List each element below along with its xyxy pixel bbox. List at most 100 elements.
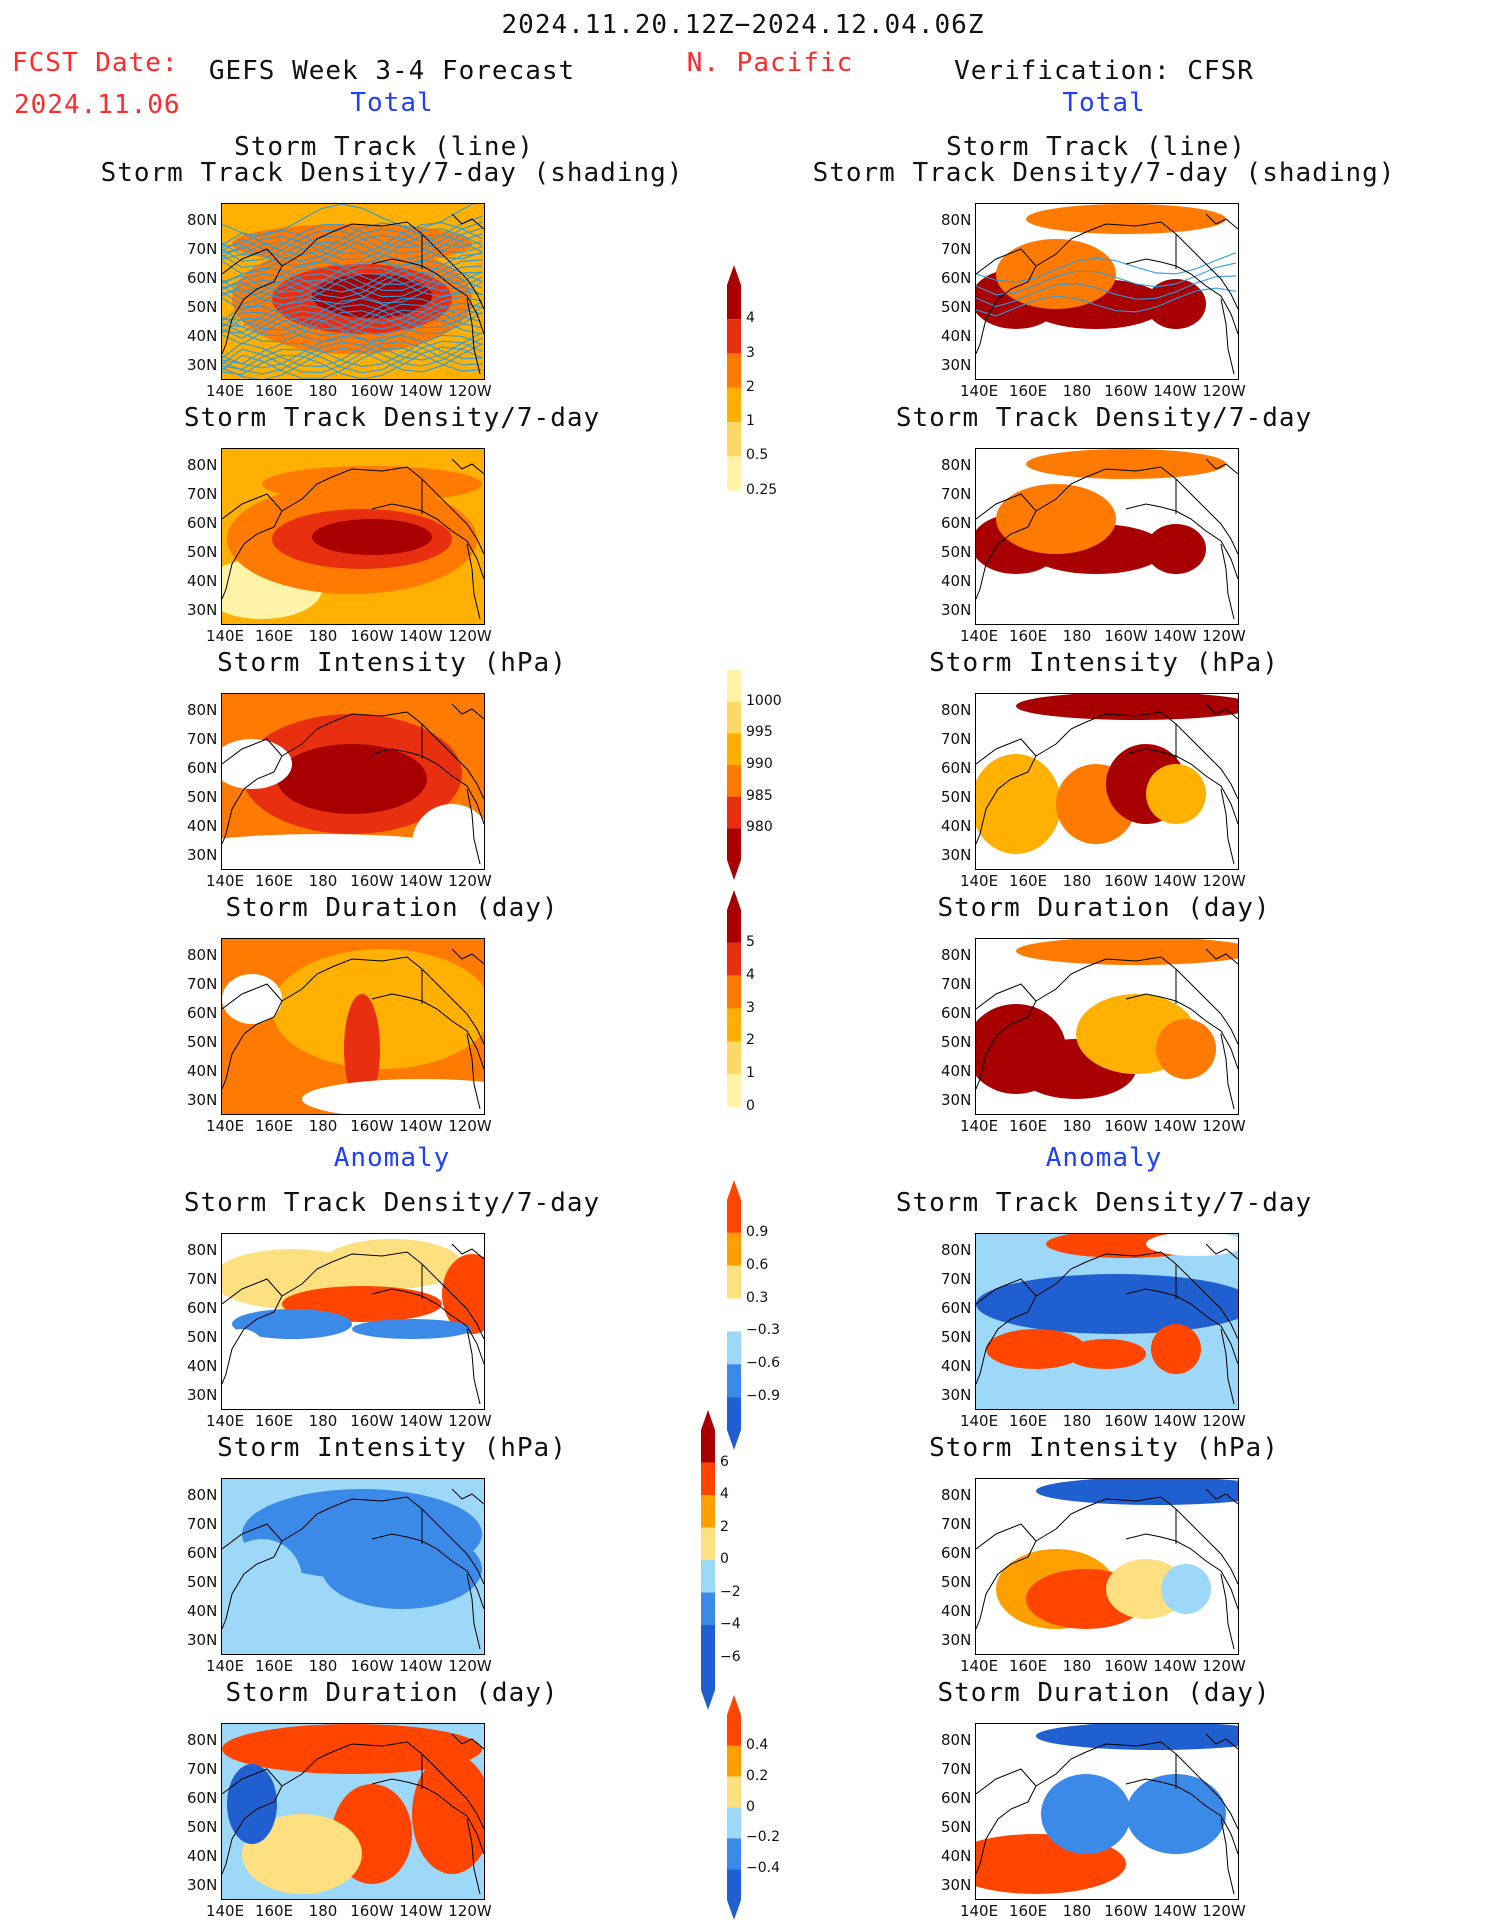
colorbar-swatch (727, 1807, 741, 1839)
lat-label: 60N (187, 269, 218, 287)
lon-label: 140W (399, 1412, 443, 1430)
lat-label: 80N (187, 701, 218, 719)
title-l1a: Storm Track (line) (234, 132, 534, 162)
lon-label: 140W (399, 1657, 443, 1675)
lon-label: 160W (350, 872, 394, 890)
lon-label: 140E (959, 1902, 999, 1920)
lon-label: 120W (448, 1902, 492, 1920)
colorbar-swatch (727, 1074, 741, 1108)
colorbar-intensity-anom (700, 1410, 716, 1716)
lon-label: 160E (1008, 1902, 1048, 1920)
lat-label: 40N (941, 1847, 972, 1865)
lat-label: 30N (941, 1091, 972, 1109)
map-panel-r1 (975, 203, 1239, 380)
lon-label: 120W (1202, 1657, 1246, 1675)
shading-region (1146, 1234, 1238, 1256)
map-panel-r5 (975, 1233, 1239, 1410)
lon-label: 180 (1062, 382, 1092, 400)
lat-label: 30N (941, 846, 972, 864)
lat-label: 40N (941, 327, 972, 345)
lon-label: 160E (1008, 872, 1048, 890)
lat-label: 80N (941, 1241, 972, 1259)
colorbar-label: 0 (746, 1098, 755, 1115)
map-panel-l3 (221, 693, 485, 870)
lon-label: 180 (1062, 1117, 1092, 1135)
lon-label: 160E (1008, 382, 1048, 400)
map-field-r4 (976, 939, 1238, 1114)
shading-region (1161, 1564, 1211, 1614)
shading-region (1146, 764, 1206, 824)
colorbar-swatch (727, 796, 741, 829)
colorbar-swatch (727, 1200, 741, 1233)
anomaly-right-label: Anomaly (1045, 1143, 1163, 1173)
lat-label: 50N (941, 1328, 972, 1346)
lat-label: 50N (187, 1573, 218, 1591)
verification-title: Verification: CFSR (954, 56, 1254, 86)
lon-label: 140E (205, 1902, 245, 1920)
lon-label: 140W (399, 627, 443, 645)
map-panel-l5 (221, 1233, 485, 1410)
lat-label: 70N (187, 240, 218, 258)
colorbar-label: 3 (746, 344, 755, 361)
colorbar-label: 980 (746, 819, 773, 836)
colorbar-label: −0.4 (746, 1860, 780, 1877)
lon-label: 160W (1104, 872, 1148, 890)
colorbar-label: 2 (720, 1518, 729, 1535)
colorbar-swatch (727, 387, 741, 423)
map-field-l1 (222, 204, 484, 379)
lon-label: 180 (1062, 627, 1092, 645)
lat-label: 50N (187, 1818, 218, 1836)
lat-label: 70N (187, 975, 218, 993)
colorbar-label: −0.9 (746, 1388, 780, 1405)
lon-label: 160W (1104, 627, 1148, 645)
lon-label: 120W (448, 627, 492, 645)
total-right-label: Total (1062, 88, 1146, 118)
shading-region (242, 1814, 362, 1894)
lon-label: 140E (959, 627, 999, 645)
lon-label: 120W (1202, 872, 1246, 890)
lon-label: 160E (1008, 1412, 1048, 1430)
map-panel-r3 (975, 693, 1239, 870)
colorbar-swatch (701, 1625, 715, 1658)
fcst-date-value: 2024.11.06 (14, 90, 181, 120)
lat-label: 80N (187, 1486, 218, 1504)
shading-region (322, 1529, 482, 1609)
lon-label: 140W (1153, 1657, 1197, 1675)
shading-region (312, 519, 432, 555)
title-r5: Storm Track Density/7-day (895, 1188, 1313, 1218)
lon-label: 160W (1104, 1902, 1148, 1920)
lat-label: 80N (187, 946, 218, 964)
lon-label: 180 (308, 382, 338, 400)
lon-label: 160W (350, 627, 394, 645)
lat-label: 30N (187, 1631, 218, 1649)
lon-label: 120W (1202, 1117, 1246, 1135)
lon-label: 180 (1062, 1902, 1092, 1920)
lat-label: 50N (941, 1818, 972, 1836)
colorbar-label: 4 (746, 966, 755, 983)
title-r1b: Storm Track Density/7-day (shading) (812, 158, 1396, 188)
lon-label: 120W (1202, 627, 1246, 645)
map-panel-r2 (975, 448, 1239, 625)
title-r7: Storm Duration (day) (937, 1678, 1271, 1708)
lat-label: 70N (941, 975, 972, 993)
lat-label: 50N (187, 543, 218, 561)
title-r2: Storm Track Density/7-day (895, 403, 1313, 433)
shading-region (1016, 939, 1238, 965)
lon-label: 140E (205, 1412, 245, 1430)
colorbar-swatch (701, 1560, 715, 1593)
lat-label: 60N (187, 1544, 218, 1562)
colorbar-swatch (701, 1462, 715, 1495)
colorbar-label: 0.2 (746, 1767, 769, 1784)
shading-region (272, 949, 484, 1069)
colorbar-label: −0.3 (746, 1322, 780, 1339)
lat-label: 40N (187, 1357, 218, 1375)
lon-label: 160W (350, 1902, 394, 1920)
lat-label: 30N (941, 601, 972, 619)
lon-label: 140E (959, 382, 999, 400)
shading-region (1016, 694, 1238, 720)
shading-region (222, 834, 482, 869)
colorbar-swatch (727, 353, 741, 388)
colorbar-label: −2 (720, 1583, 741, 1600)
lat-label: 50N (941, 1033, 972, 1051)
colorbar-swatch (701, 1430, 715, 1463)
